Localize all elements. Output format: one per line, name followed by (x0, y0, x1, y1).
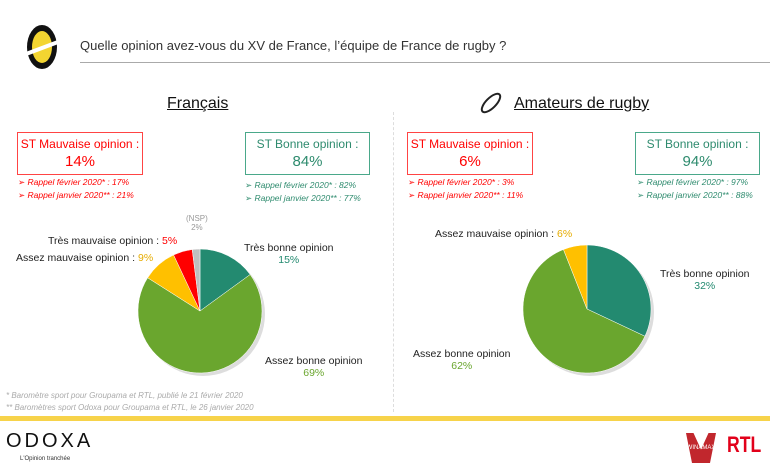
box-label: ST Mauvaise opinion : (410, 137, 530, 151)
note: Rappel janvier 2020** : 11% (408, 189, 523, 202)
note: Rappel janvier 2020** : 21% (18, 189, 133, 202)
bad-notes: Rappel février 2020* : 17%Rappel janvier… (18, 176, 134, 202)
rugby-ball-icon (480, 92, 502, 114)
good-notes: Rappel février 2020* : 82%Rappel janvier… (245, 179, 361, 205)
bad-opinion-box: ST Mauvaise opinion : 6% (407, 132, 533, 175)
label-assez-bonne: Assez bonne opinion 69% (265, 355, 363, 379)
box-label: ST Mauvaise opinion : (20, 137, 140, 151)
note: Rappel février 2020* : 97% (637, 176, 753, 189)
box-value: 94% (682, 153, 713, 170)
bad-opinion-box: ST Mauvaise opinion : 14% (17, 132, 143, 175)
pie-slice (586, 244, 652, 337)
pie-slice (137, 274, 263, 374)
label-assez-mauvaise: Assez mauvaise opinion : 9% (16, 252, 154, 264)
note: Rappel janvier 2020** : 88% (637, 189, 752, 202)
rtl-logo: RTL (727, 432, 762, 457)
box-value: 84% (292, 153, 323, 170)
label-tres-mauvaise: Très mauvaise opinion : 5% (48, 235, 178, 247)
good-opinion-box: ST Bonne opinion : 84% (245, 132, 370, 175)
box-label: ST Bonne opinion : (256, 137, 359, 151)
box-label: ST Bonne opinion : (646, 137, 749, 151)
note: Rappel février 2020* : 3% (408, 176, 523, 189)
section-title-amateurs: Amateurs de rugby (514, 95, 650, 112)
pie-slice (199, 248, 251, 312)
label-assez-bonne: Assez bonne opinion 62% (413, 348, 511, 372)
pie-slice (522, 249, 646, 374)
good-notes: Rappel février 2020* : 97%Rappel janvier… (637, 176, 753, 202)
box-value: 14% (64, 153, 96, 170)
odoxa-logo-icon (25, 25, 59, 69)
pie-slice (191, 248, 201, 312)
note: Rappel février 2020* : 17% (18, 176, 134, 189)
footnote: * Baromètre sport pour Groupama et RTL, … (6, 391, 243, 400)
odoxa-brand: ODOXA (6, 430, 94, 452)
note: Rappel janvier 2020** : 77% (245, 192, 360, 205)
title-divider (80, 62, 770, 63)
label-nsp: (NSP) 2% (186, 214, 208, 232)
footnotes: * Baromètre sport pour Groupama et RTL, … (6, 390, 254, 414)
bad-notes: Rappel février 2020* : 3%Rappel janvier … (408, 176, 523, 202)
panel-divider (393, 112, 394, 412)
section-title-francais: Français (167, 95, 229, 112)
good-opinion-box: ST Bonne opinion : 94% (635, 132, 760, 175)
odoxa-tagline: L'Opinion tranchée (20, 456, 71, 462)
label-tres-bonne: Très bonne opinion 32% (660, 268, 750, 292)
pie-slice (563, 244, 588, 310)
box-value: 6% (459, 153, 481, 170)
label-tres-bonne: Très bonne opinion 15% (244, 242, 334, 266)
footer-bar (0, 416, 770, 421)
page-title: Quelle opinion avez-vous du XV de France… (80, 38, 507, 53)
footnote: ** Baromètres sport Odoxa pour Groupama … (6, 403, 254, 412)
label-assez-mauvaise: Assez mauvaise opinion : 6% (435, 228, 573, 240)
note: Rappel février 2020* : 82% (245, 179, 361, 192)
